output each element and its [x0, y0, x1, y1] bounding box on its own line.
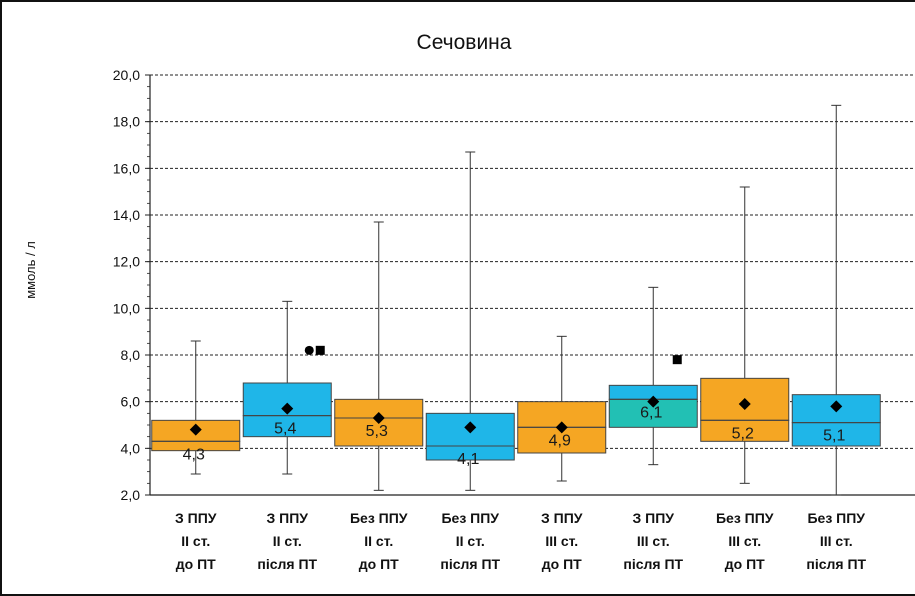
median-label: 4,9: [549, 432, 571, 449]
y-tick-label: 4,0: [121, 440, 141, 456]
y-tick-label: 14,0: [113, 207, 140, 223]
mean-marker: [281, 402, 294, 415]
y-axis-label: ммоль / л: [23, 241, 38, 299]
x-tick-label: З ППУ: [633, 510, 675, 526]
x-tick-label: Без ППУ: [441, 510, 499, 526]
x-tick-label: ІІІ ст.: [820, 533, 853, 549]
box-2: 5,4: [242, 300, 332, 475]
x-tick-label: до ПТ: [176, 556, 216, 572]
outlier-square: [315, 345, 325, 355]
x-tick-label: ІІ ст.: [181, 533, 210, 549]
x-tick-label: ІІІ ст.: [728, 533, 761, 549]
x-tick-label: З ППУ: [175, 510, 217, 526]
box-1: 4,3: [151, 340, 241, 475]
box-5: 4,9: [517, 335, 607, 482]
mean-marker: [464, 421, 477, 434]
outlier-square: [672, 355, 682, 365]
axes: [145, 74, 915, 496]
y-tick-label: 6,0: [121, 394, 141, 410]
median-label: 4,3: [183, 446, 205, 463]
mean-marker: [647, 395, 660, 408]
x-tick-label: до ПТ: [542, 556, 582, 572]
box-series: 4,3 5,4 5,3 4,1 4,9 6,1 5,2 5,1: [151, 104, 881, 496]
x-tick-label: ІІ ст.: [273, 533, 302, 549]
box-4: 4,1: [425, 151, 515, 491]
box-7: 5,2: [700, 186, 790, 484]
median-label: 5,4: [274, 421, 296, 438]
median-label: 5,1: [823, 428, 845, 445]
x-tick-label: після ПТ: [440, 556, 500, 572]
x-tick-label: Без ППУ: [716, 510, 774, 526]
mean-marker: [738, 398, 751, 410]
x-tick-label: З ППУ: [541, 510, 583, 526]
x-tick-label: після ПТ: [806, 556, 866, 572]
mean-marker: [372, 412, 385, 424]
median-label: 6,1: [640, 404, 662, 421]
x-tick-label: ІІІ ст.: [545, 533, 578, 549]
tick-labels: 2,0 4,0 6,0 8,0 10,0 12,0 14,0 16,0 18,0 20,0 З ПП…: [113, 67, 867, 572]
y-tick-label: 16,0: [113, 160, 140, 176]
y-tick-label: 12,0: [113, 254, 140, 270]
x-tick-label: ІІІ ст.: [637, 533, 670, 549]
x-tick-label: З ППУ: [267, 510, 309, 526]
y-tick-label: 2,0: [121, 487, 141, 503]
y-tick-label: 8,0: [121, 347, 141, 363]
mean-marker: [555, 421, 568, 434]
y-tick-label: 18,0: [113, 114, 140, 130]
mean-marker: [189, 423, 202, 436]
x-tick-label: Без ППУ: [807, 510, 865, 526]
median-label: 4,1: [457, 451, 479, 468]
outlier-circle: [304, 345, 314, 355]
x-tick-label: ІІ ст.: [456, 533, 485, 549]
x-tick-label: після ПТ: [257, 556, 317, 572]
x-tick-label: до ПТ: [359, 556, 399, 572]
box-3: 5,3: [334, 221, 424, 491]
box-6: 6,1: [608, 286, 698, 466]
y-tick-label: 10,0: [113, 300, 140, 316]
mean-marker: [830, 400, 843, 413]
median-label: 5,2: [732, 425, 754, 442]
x-tick-label: до ПТ: [725, 556, 765, 572]
y-tick-label: 20,0: [113, 67, 140, 83]
x-tick-label: Без ППУ: [350, 510, 408, 526]
box-upper: [700, 377, 790, 421]
median-label: 5,3: [366, 423, 388, 440]
x-tick-label: ІІ ст.: [364, 533, 393, 549]
box-8: 5,1: [791, 104, 881, 496]
chart-title: Сечовина: [417, 31, 512, 54]
x-tick-label: після ПТ: [623, 556, 683, 572]
